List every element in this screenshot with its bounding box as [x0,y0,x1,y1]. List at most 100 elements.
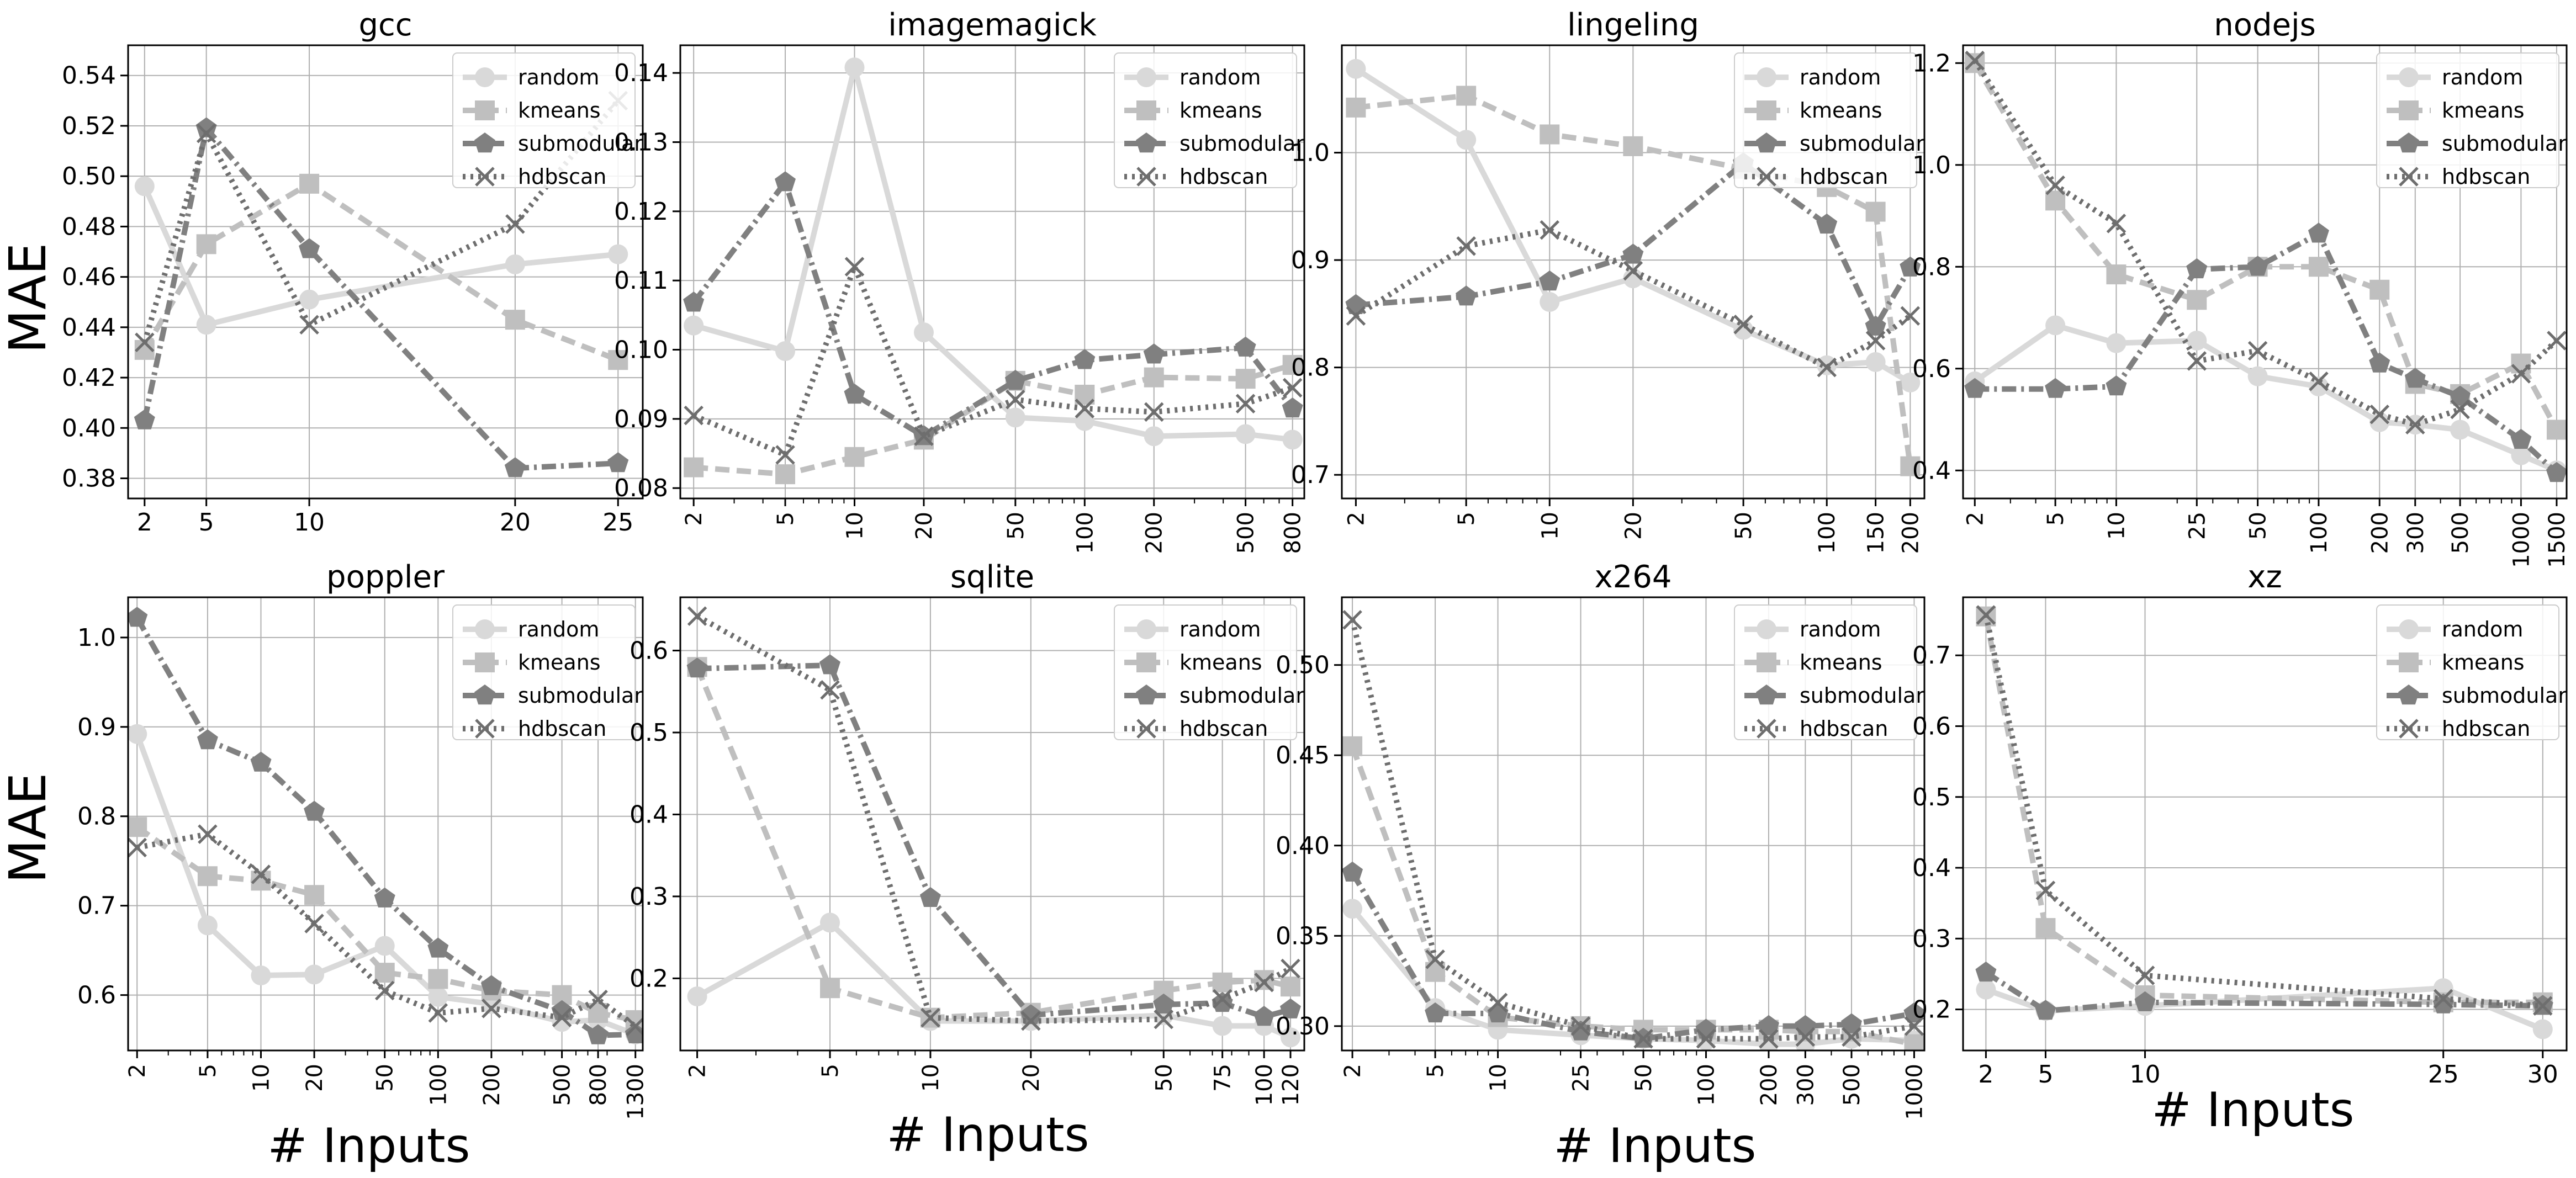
data-point-submodular [1758,1015,1779,1035]
data-point-hdbscan [1696,1028,1716,1049]
y-tick-label: 0.08 [614,474,668,502]
data-point-random [2106,333,2127,353]
data-point-hdbscan [2369,405,2390,424]
x-tick-label: 1000 [2509,512,2534,568]
legend-marker-kmeans [1136,100,1156,120]
data-point-hdbscan [1425,949,1445,969]
x-tick-label: 50 [1151,1064,1177,1092]
data-point-hdbscan [1144,402,1164,422]
legend-label-kmeans: kmeans [2442,98,2525,123]
legend-marker-submodular [474,132,495,153]
data-point-submodular [2510,428,2532,449]
data-point-random [1212,1016,1233,1036]
panel-x264: 2 5 10 25 50 100 200 300 500 10000.300.350.400.45… [1276,559,1927,1120]
y-tick-label: 0.3 [630,883,668,911]
data-point-random [134,176,155,197]
data-point-submodular [427,937,449,958]
data-point-kmeans [128,817,147,837]
y-tick-label: 0.11 [614,267,668,295]
x-tick-label: 50 [1003,512,1029,540]
x-tick-label: 120 [1278,1064,1304,1106]
data-point-random [2511,445,2531,465]
y-tick-label: 0.45 [1276,741,1330,770]
y-tick-label: 0.52 [62,112,116,140]
data-point-random [775,341,796,362]
x-axis-label-4: # Inputs [2152,1083,2355,1138]
data-point-submodular [2546,461,2567,482]
x-tick-label: 50 [1731,512,1757,540]
x-tick-label: 20 [1621,512,1646,540]
data-point-submodular [844,384,865,404]
series-line-hdbscan [696,613,1292,1024]
data-point-kmeans [2369,279,2390,300]
x-tick-label: 10 [842,512,868,540]
legend-label-kmeans: kmeans [518,98,601,123]
legend-label-random: random [1800,617,1881,641]
data-point-submodular [1253,1006,1275,1026]
x-tick-label: 500 [550,1064,575,1106]
data-point-submodular [2404,368,2426,388]
x-tick-label: 25 [602,508,633,537]
data-point-hdbscan [2247,341,2268,361]
legend-marker-submodular [2398,684,2419,705]
x-tick-label: 30 [2527,1060,2558,1089]
axes-frame [127,44,644,500]
data-point-submodular [1900,256,1921,277]
y-tick-label: 0.30 [1276,1012,1330,1041]
legend-box [452,604,636,740]
data-point-hdbscan [1488,993,1508,1013]
data-point-submodular [1235,336,1256,357]
x-tick-label: 150 [1864,512,1889,554]
data-point-submodular [1153,993,1175,1013]
data-point-hdbscan [1212,989,1233,1009]
x-tick-label: 5 [195,1064,221,1078]
data-point-kmeans [2546,420,2567,440]
data-point-hdbscan [1021,1011,1041,1031]
legend-label-random: random [2442,65,2523,89]
data-point-random [2247,366,2268,386]
data-point-submodular [2134,991,2156,1011]
series-line-kmeans [693,362,1294,477]
legend-label-submodular: submodular [2442,131,2567,156]
data-point-submodular [2308,222,2329,243]
legend-label-kmeans: kmeans [1179,98,1262,123]
x-axis-label-2: # Inputs [887,1107,1089,1163]
data-point-submodular [2450,385,2471,406]
legend-marker-kmeans [475,100,495,120]
legend-label-hdbscan: hdbscan [1800,165,1888,189]
data-point-kmeans [299,173,320,194]
y-tick-label: 0.9 [77,713,116,741]
legend-label-submodular: submodular [2442,683,2567,708]
x-tick-label: 2 [1340,1064,1366,1078]
legend-marker-random [475,67,495,87]
legend: random kmeans submodular hdbscan [1114,52,1304,189]
data-point-hdbscan [921,1007,940,1028]
y-tick-label: 0.35 [1276,922,1330,950]
series-line-kmeans [1350,745,1915,1047]
legend-marker-submodular [2398,132,2419,153]
data-point-random [820,912,840,933]
legend-marker-hdbscan [475,719,495,739]
data-point-kmeans [197,866,218,887]
axes-frame [1341,44,1926,500]
data-point-submodular [1143,343,1165,364]
x-tick-label: 10 [294,508,325,537]
series-group [683,57,1303,485]
y-tick-label: 0.46 [62,263,116,291]
x-tick-label: 10 [1486,1064,1511,1092]
data-point-kmeans [608,350,628,370]
y-tick-label: 1.0 [77,624,116,652]
legend-marker-hdbscan [1136,719,1156,739]
data-point-random [374,936,395,956]
panel-title: x264 [1594,559,1672,595]
legend-marker-hdbscan [1757,167,1776,187]
x-tick-label: 20 [1019,1064,1044,1092]
data-point-hdbscan [914,426,934,446]
x-tick-label: 10 [248,1064,274,1092]
series-line-hdbscan [136,831,637,1029]
data-point-hdbscan [1075,399,1095,418]
data-point-random [844,57,865,78]
data-point-kmeans [1900,456,1921,476]
legend: random kmeans submodular hdbscan [452,52,643,189]
data-point-hdbscan [1154,1009,1174,1030]
